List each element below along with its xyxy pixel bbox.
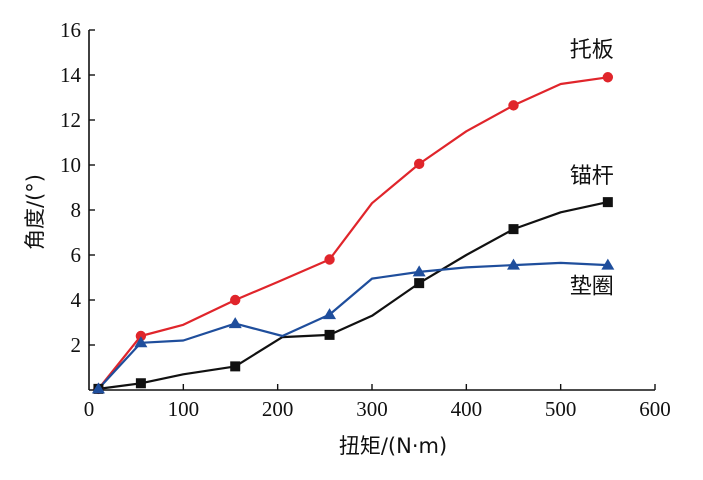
data-point-circle bbox=[413, 158, 425, 170]
data-point-circle bbox=[230, 294, 241, 306]
data-point-circle bbox=[602, 72, 614, 83]
series-label: 托板 bbox=[570, 38, 614, 63]
x-tick-label: 400 bbox=[451, 397, 483, 421]
y-tick-label: 14 bbox=[60, 63, 82, 87]
data-point-triangle bbox=[412, 265, 426, 277]
ticks: 0 100 200 300 400 500 600 2 4 6 8 10 12 14 16 bbox=[60, 18, 671, 421]
y-tick-label: 2 bbox=[71, 333, 82, 357]
data-point-square bbox=[414, 278, 425, 289]
series-markers bbox=[91, 72, 615, 395]
data-point-circle bbox=[508, 100, 519, 111]
data-point-circle bbox=[135, 330, 147, 342]
data-point-triangle bbox=[91, 382, 105, 394]
data-point-triangle bbox=[507, 258, 520, 270]
data-point-triangle bbox=[323, 308, 337, 320]
data-point-triangle bbox=[228, 317, 242, 329]
series-lines bbox=[97, 76, 609, 390]
x-tick-label: 500 bbox=[545, 397, 577, 421]
series-label: 垫圈 bbox=[570, 274, 614, 299]
y-tick-label: 8 bbox=[71, 198, 82, 222]
series-line-2 bbox=[98, 201, 609, 390]
data-point-triangle bbox=[601, 258, 615, 270]
series-label: 锚杆 bbox=[570, 164, 614, 189]
y-tick-label: 12 bbox=[60, 108, 81, 132]
data-point-circle bbox=[324, 254, 335, 265]
series-line-1 bbox=[97, 76, 608, 390]
data-point-square bbox=[230, 361, 241, 372]
x-axis-title: 扭矩/(N·m) bbox=[339, 434, 447, 458]
series-line-3 bbox=[97, 261, 608, 390]
y-axis-title: 角度/(°) bbox=[23, 174, 47, 250]
data-point-square bbox=[324, 329, 335, 340]
data-point-square bbox=[602, 197, 613, 208]
data-point-square bbox=[135, 378, 146, 389]
x-tick-label: 100 bbox=[168, 397, 200, 421]
y-tick-label: 10 bbox=[60, 153, 81, 177]
x-tick-label: 200 bbox=[262, 397, 294, 421]
x-tick-label: 600 bbox=[639, 397, 671, 421]
x-tick-label: 300 bbox=[356, 397, 388, 421]
data-point-triangle bbox=[134, 336, 148, 348]
x-tick-label: 0 bbox=[84, 397, 95, 421]
y-tick-label: 6 bbox=[71, 243, 82, 267]
data-point-square bbox=[508, 224, 519, 235]
y-tick-label: 4 bbox=[71, 288, 82, 312]
y-tick-label: 16 bbox=[60, 18, 81, 42]
